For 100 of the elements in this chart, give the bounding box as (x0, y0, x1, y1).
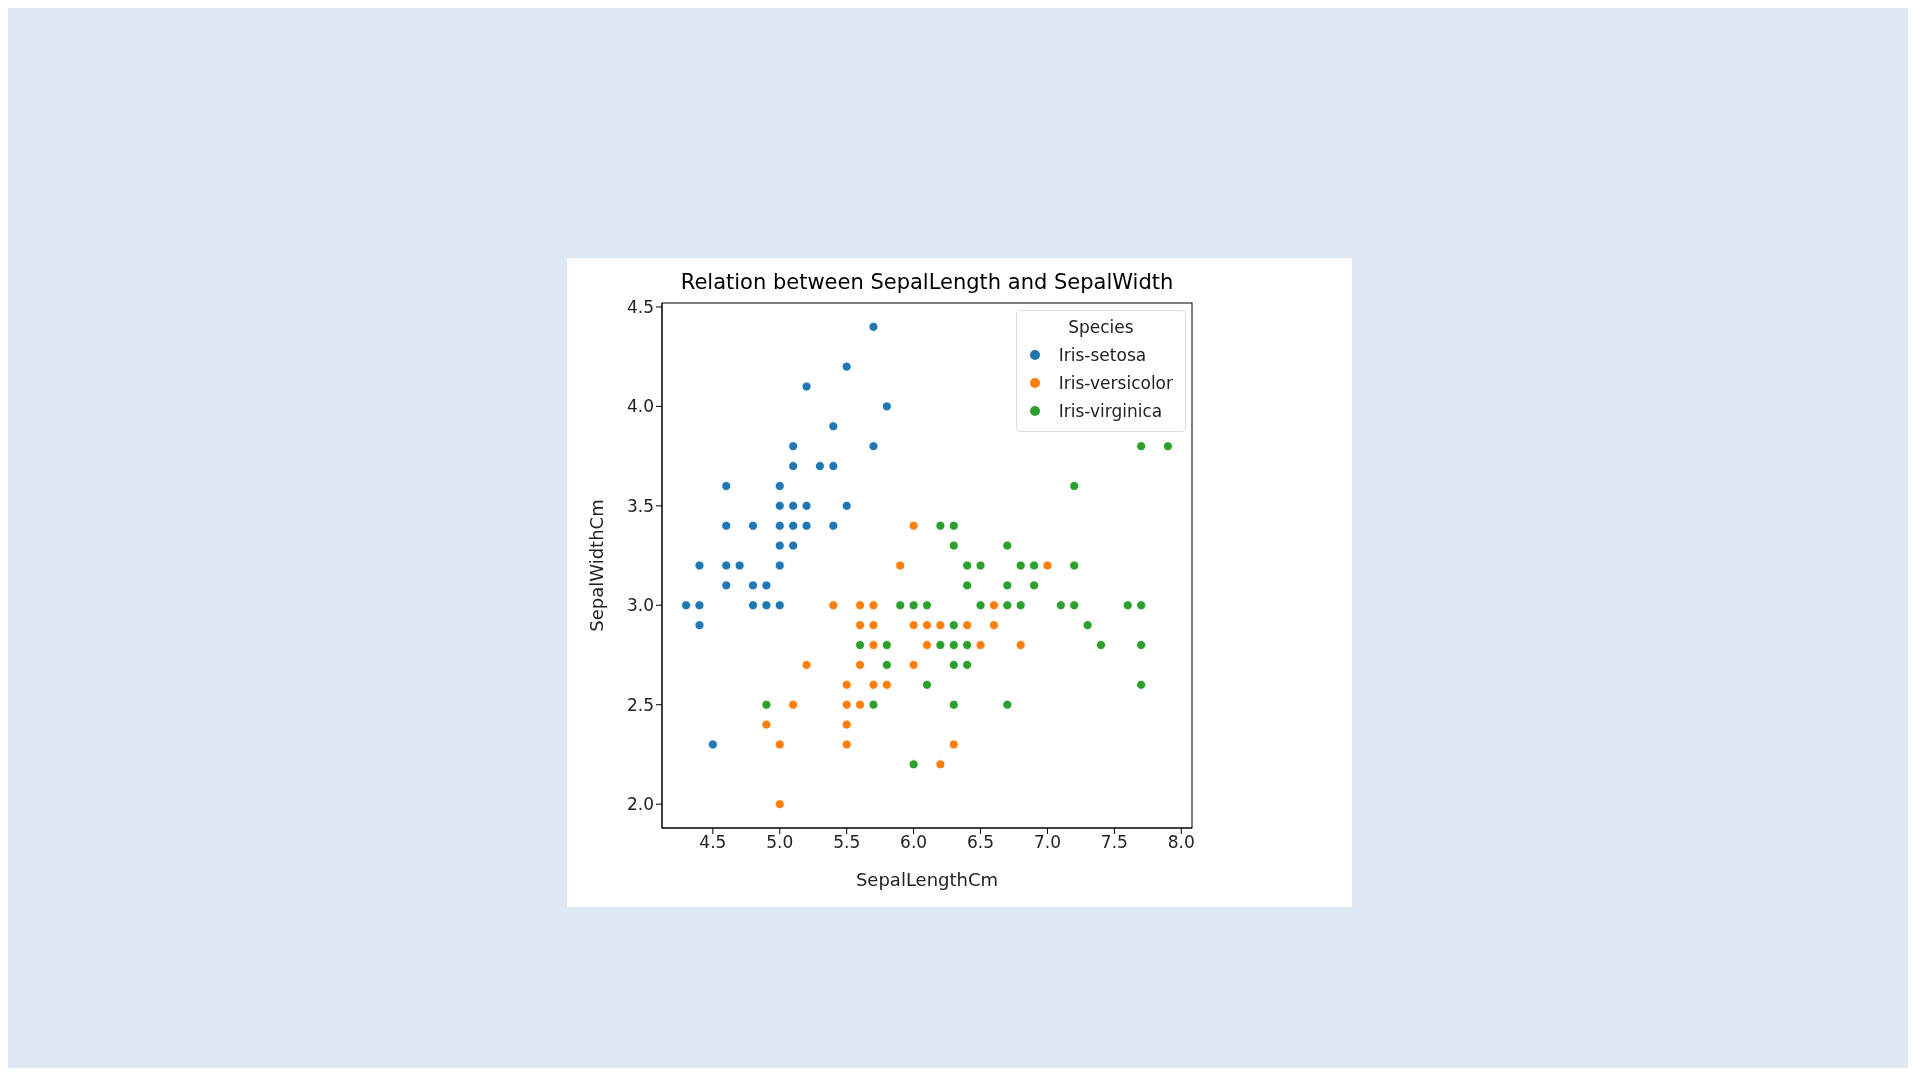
x-tick-label: 6.0 (900, 832, 928, 853)
point (788, 520, 799, 531)
point (774, 600, 785, 611)
point (721, 520, 732, 531)
point (962, 560, 973, 571)
point (948, 739, 959, 750)
point (828, 461, 839, 471)
point (895, 560, 906, 571)
point (694, 620, 705, 631)
point (908, 620, 919, 631)
point (1002, 699, 1013, 710)
legend-label: Iris-versicolor (1058, 372, 1173, 395)
point (748, 580, 758, 591)
point (801, 520, 812, 531)
point (788, 699, 799, 710)
point (841, 361, 852, 372)
point (948, 640, 959, 650)
point (868, 679, 879, 690)
y-tick-label: 4.5 (626, 297, 654, 318)
point (868, 441, 879, 452)
point (774, 520, 785, 531)
point (828, 520, 839, 531)
y-tick-label: 3.5 (626, 495, 654, 516)
point (1122, 600, 1133, 611)
point (788, 461, 799, 471)
point (1015, 560, 1026, 571)
point (1082, 620, 1093, 631)
y-tick-label: 3.0 (626, 595, 654, 616)
point (1163, 441, 1173, 452)
point (841, 739, 852, 750)
x-tick-label: 8.0 (1167, 832, 1195, 853)
point (828, 421, 839, 432)
x-tick-label: 5.0 (766, 832, 794, 853)
point (1136, 441, 1147, 452)
x-tick-label: 6.5 (967, 832, 995, 853)
x-axis-title: SepalLengthCm (855, 869, 999, 890)
point (868, 620, 879, 631)
point (948, 540, 959, 551)
point (841, 679, 852, 690)
point (841, 719, 852, 730)
point (948, 520, 959, 531)
legend-label: Iris-virginica (1058, 400, 1163, 423)
point (1029, 560, 1039, 571)
point (774, 540, 785, 551)
point (1136, 640, 1147, 650)
point (962, 620, 973, 631)
point (721, 481, 732, 491)
point (868, 600, 879, 611)
point (881, 679, 892, 690)
point (707, 739, 718, 750)
y-tick-label: 2.5 (626, 694, 654, 715)
point (801, 500, 812, 511)
point (962, 660, 973, 670)
point (788, 500, 799, 511)
point (962, 640, 973, 650)
point (774, 799, 785, 810)
point (748, 520, 758, 531)
point (1055, 600, 1066, 611)
point (881, 640, 892, 650)
point (908, 759, 919, 770)
point (815, 461, 825, 471)
point (948, 620, 959, 631)
point (855, 600, 865, 611)
point (1029, 580, 1039, 591)
x-tick-label: 7.5 (1100, 832, 1128, 853)
point (989, 620, 999, 631)
point (868, 699, 879, 710)
point (801, 381, 812, 392)
point (788, 441, 799, 452)
x-tick-label: 7.0 (1033, 832, 1061, 853)
point (962, 580, 973, 591)
point (908, 520, 919, 531)
point (1096, 640, 1106, 650)
point (948, 699, 959, 710)
point (855, 620, 865, 631)
point (935, 620, 946, 631)
point (1002, 600, 1013, 611)
point (721, 560, 732, 571)
x-tick-label: 4.5 (699, 832, 727, 853)
point (922, 679, 932, 690)
point (868, 321, 879, 332)
point (774, 739, 785, 750)
point (975, 640, 986, 650)
point (935, 640, 946, 650)
point (841, 699, 852, 710)
point (855, 699, 865, 710)
legend-title: Species (1067, 317, 1135, 337)
point (922, 620, 932, 631)
point (774, 500, 785, 511)
point (855, 660, 865, 670)
point (681, 600, 691, 611)
point (694, 600, 705, 611)
point (761, 600, 772, 611)
x-tick-label: 5.5 (833, 832, 861, 853)
point (935, 759, 946, 770)
point (1069, 560, 1080, 571)
point (1069, 481, 1080, 491)
point (868, 640, 879, 650)
point (761, 699, 772, 710)
point (1015, 640, 1026, 650)
